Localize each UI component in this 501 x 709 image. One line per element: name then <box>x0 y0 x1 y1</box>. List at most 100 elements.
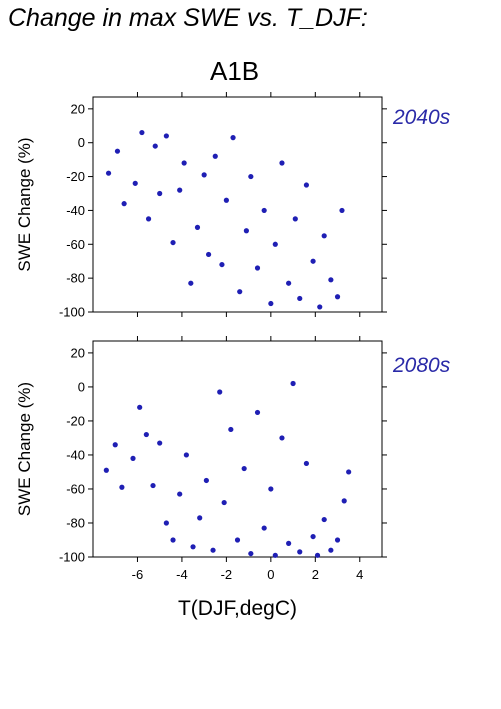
y-tick-label: -100 <box>59 305 85 320</box>
y-tick-label: -40 <box>66 447 85 462</box>
scatter-point <box>163 520 169 526</box>
scatter-point <box>310 258 316 264</box>
scatter-point <box>132 180 138 186</box>
x-tick-label: 4 <box>356 567 363 582</box>
scatter-point <box>341 498 347 504</box>
scatter-point <box>188 280 194 286</box>
scatter-point <box>177 491 183 497</box>
scatter-point <box>286 280 292 286</box>
scatter-point <box>105 170 112 176</box>
scatter-point <box>221 499 227 506</box>
scatter-point <box>170 537 176 543</box>
scatter-point <box>163 133 169 139</box>
scatter-point <box>114 148 121 154</box>
x-tick-label: -6 <box>132 567 144 582</box>
scatter-point <box>234 537 241 543</box>
scatter-point <box>203 477 209 484</box>
scatter-point <box>279 160 285 166</box>
scatter-point <box>310 533 316 540</box>
y-tick-label: 0 <box>78 135 85 150</box>
scatter-point <box>303 182 310 188</box>
scatter-point <box>157 440 163 446</box>
scatter-point <box>303 460 310 467</box>
scatter-point <box>152 143 158 149</box>
scatter-point <box>223 197 229 203</box>
figure-title: Change in max SWE vs. T_DJF: <box>8 4 368 32</box>
scatter-point <box>121 201 127 207</box>
scatter-point <box>143 431 149 438</box>
x-tick-label: 0 <box>267 567 274 582</box>
y-axis-title: SWE Change (%) <box>15 382 34 516</box>
scatter-point <box>243 228 249 234</box>
scatter-point <box>290 380 296 387</box>
x-tick-label: -2 <box>221 567 233 582</box>
scatter-point <box>334 294 341 300</box>
scatter-point <box>212 153 218 159</box>
y-axis-title: SWE Change (%) <box>15 137 34 271</box>
scatter-point <box>346 469 352 475</box>
scatter-point <box>170 239 176 246</box>
y-tick-label: -100 <box>59 550 85 565</box>
scatter-point <box>334 537 341 543</box>
y-tick-label: 0 <box>78 379 85 394</box>
scatter-point <box>230 135 236 141</box>
y-tick-label: -60 <box>66 481 85 496</box>
scatter-point <box>297 549 303 555</box>
scatter-point <box>272 241 278 247</box>
scatter-point <box>150 482 156 489</box>
x-axis-title: T(DJF,degC) <box>178 597 297 620</box>
y-tick-label: 20 <box>71 345 85 360</box>
scatter-point <box>206 251 212 258</box>
scatter-point <box>217 389 223 395</box>
scatter-point <box>292 216 298 222</box>
y-tick-label: -40 <box>66 203 85 218</box>
scatter-point <box>328 547 334 553</box>
panel-label-2080s: 2080s <box>393 354 451 377</box>
scatter-point <box>197 515 203 521</box>
scatter-point <box>279 435 285 441</box>
y-tick-label: -20 <box>66 413 85 428</box>
scatter-point <box>210 547 216 553</box>
plot-frame-2040s <box>92 96 383 313</box>
y-tick-label: -20 <box>66 169 85 184</box>
scatter-point <box>241 465 247 472</box>
scatter-point <box>297 295 303 302</box>
scatter-point <box>261 525 267 531</box>
y-tick-label: -60 <box>66 237 85 252</box>
scatter-point <box>248 173 254 180</box>
x-tick-label: -4 <box>176 567 188 582</box>
scatter-point <box>261 207 267 214</box>
scenario-label: A1B <box>210 56 260 86</box>
scatter-point <box>321 233 327 239</box>
x-tick-label: 2 <box>312 567 319 582</box>
scatter-point <box>157 190 163 197</box>
scatter-point <box>237 289 243 295</box>
scatter-point <box>228 426 234 433</box>
scatter-point <box>321 516 327 523</box>
scatter-point <box>219 261 225 268</box>
scatter-point <box>201 172 207 178</box>
scatter-point <box>137 404 143 410</box>
scatter-point <box>119 484 125 490</box>
scatter-point <box>286 540 292 546</box>
scatter-point <box>112 442 118 448</box>
y-tick-label: -80 <box>66 515 85 530</box>
scatter-point <box>103 467 109 473</box>
scatter-point <box>183 452 189 458</box>
plot-frame-2080s <box>92 340 383 558</box>
scatter-point <box>254 409 261 416</box>
scatter-point <box>272 552 278 558</box>
panel-label-2040s: 2040s <box>393 106 451 129</box>
scatter-point <box>145 216 152 222</box>
scatter-point <box>317 304 323 310</box>
scatter-point <box>130 455 136 461</box>
y-tick-label: 20 <box>71 101 85 116</box>
scatter-point <box>339 207 345 214</box>
scatter-point <box>268 300 274 307</box>
scatter-point <box>194 224 201 230</box>
scatter-point <box>268 486 274 492</box>
scatter-point <box>328 277 334 283</box>
scatter-point <box>254 265 261 271</box>
scatter-point <box>314 552 321 558</box>
